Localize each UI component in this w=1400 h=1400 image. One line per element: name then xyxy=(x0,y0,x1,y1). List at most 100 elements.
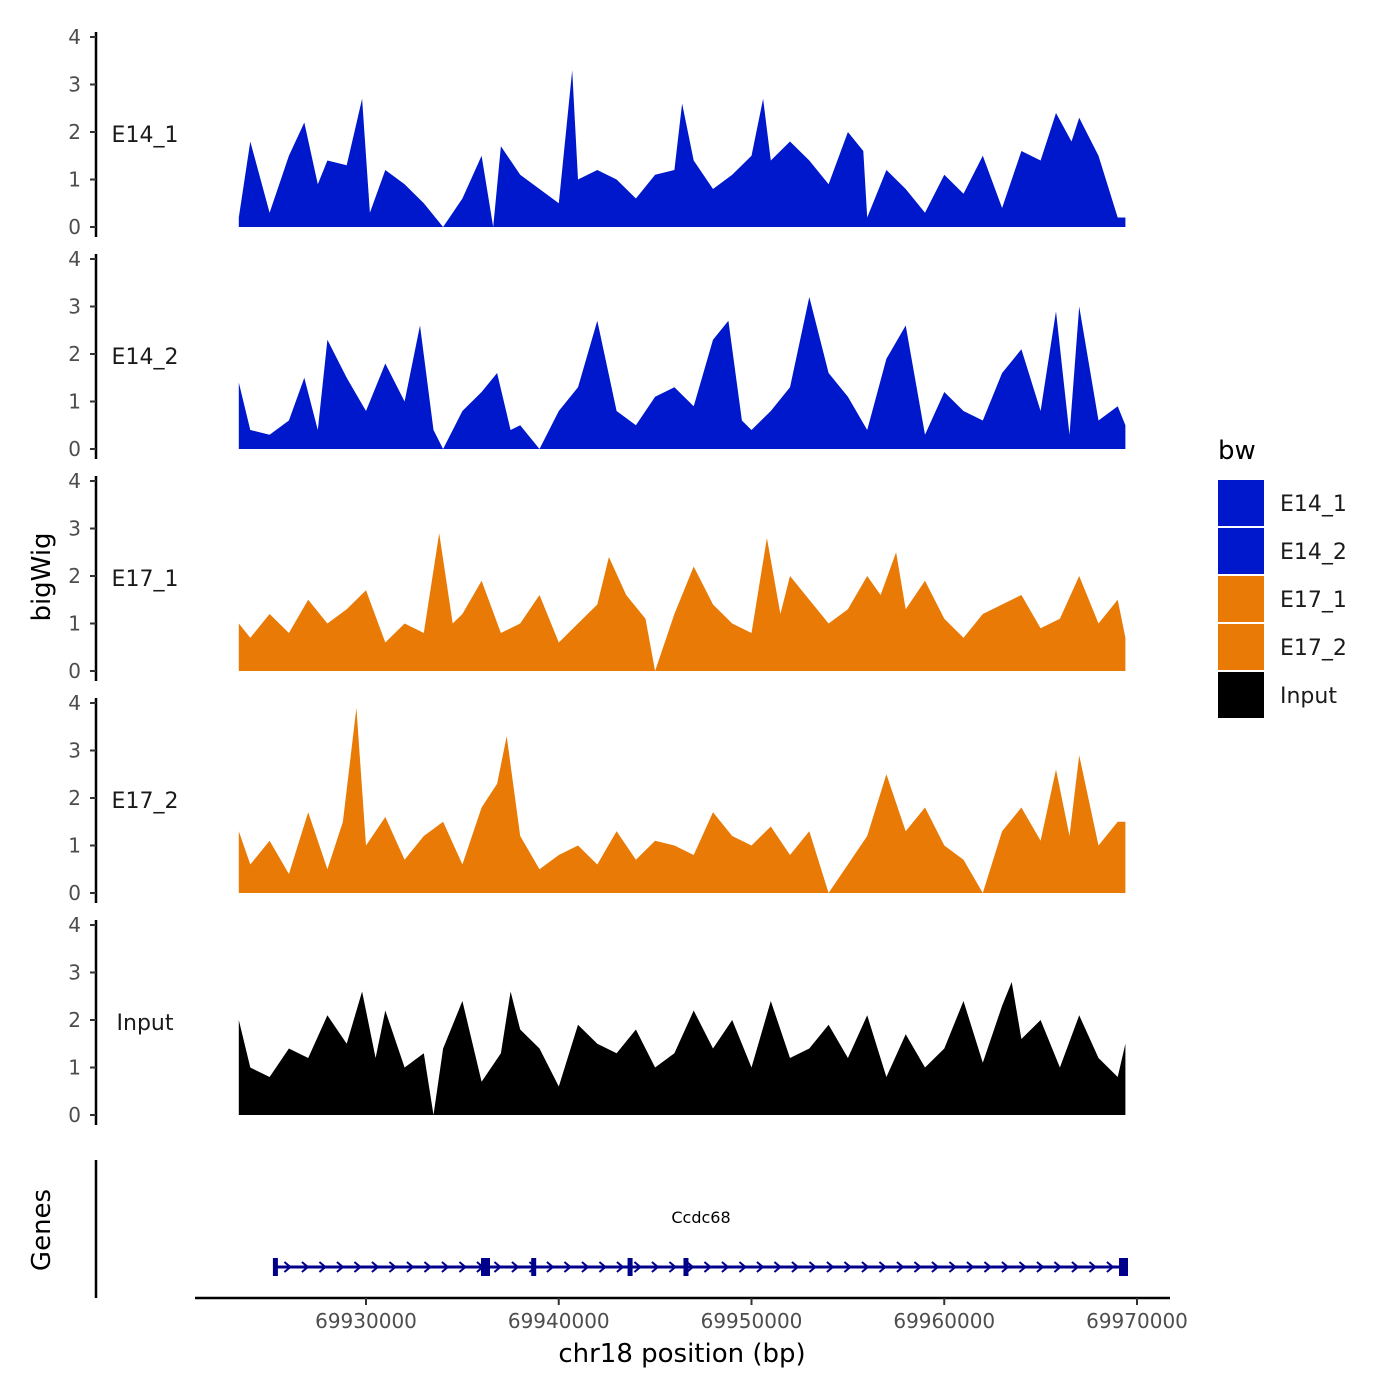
panel-label-E17_1: E17_1 xyxy=(112,567,179,592)
strand-arrow xyxy=(423,1261,432,1273)
strand-arrow xyxy=(826,1261,835,1273)
strand-arrow xyxy=(1018,1261,1027,1273)
strand-arrow xyxy=(913,1261,922,1273)
strand-arrow xyxy=(598,1261,607,1273)
legend-key-E17_1 xyxy=(1218,576,1264,622)
y-tick-label: 4 xyxy=(68,469,81,493)
legend-label-E17_1: E17_1 xyxy=(1280,588,1347,613)
y-tick-label: 1 xyxy=(68,1056,81,1080)
x-tick-label: 69970000 xyxy=(1086,1309,1188,1333)
strand-arrow xyxy=(668,1261,677,1273)
y-tick-label: 2 xyxy=(68,1008,81,1032)
area-Input xyxy=(238,982,1126,1115)
y-tick-label: 1 xyxy=(68,834,81,858)
strand-arrow xyxy=(773,1261,782,1273)
signal-panels: 0 1 2 3 4 E14_1 0 1 2 3 4 E14_2 0 1 2 3 4 E17_1 0 1 2 3 4 E17_2… xyxy=(68,25,1126,1127)
strand-arrow xyxy=(336,1261,345,1273)
legend-items: E14_1 E14_2 E17_1 E17_2 Input xyxy=(1218,480,1347,718)
strand-arrow xyxy=(1088,1261,1097,1273)
panel-E14_1: 0 1 2 3 4 E14_1 xyxy=(68,25,1126,239)
strand-arrow xyxy=(546,1261,555,1273)
y-tick-label: 0 xyxy=(68,881,81,905)
x-tick-label: 69940000 xyxy=(508,1309,610,1333)
area-E14_1 xyxy=(238,70,1126,227)
strand-arrow xyxy=(458,1261,467,1273)
strand-arrow xyxy=(686,1261,695,1273)
area-E14_2 xyxy=(238,297,1126,449)
strand-arrow xyxy=(721,1261,730,1273)
gene-exon xyxy=(683,1258,689,1276)
y-tick-label: 3 xyxy=(68,295,81,319)
strand-arrow xyxy=(966,1261,975,1273)
strand-arrow xyxy=(808,1261,817,1273)
strand-arrow xyxy=(581,1261,590,1273)
gene-exon xyxy=(627,1258,633,1276)
strand-arrow xyxy=(301,1261,310,1273)
legend-key-E17_2 xyxy=(1218,624,1264,670)
x-tick-label: 69960000 xyxy=(893,1309,995,1333)
y-tick-label: 4 xyxy=(68,247,81,271)
legend-key-E14_1 xyxy=(1218,480,1264,526)
y-tick-label: 0 xyxy=(68,1103,81,1127)
gene-exon xyxy=(272,1258,278,1276)
strand-arrow xyxy=(1036,1261,1045,1273)
strand-arrow xyxy=(616,1261,625,1273)
strand-arrow xyxy=(493,1261,502,1273)
strand-arrow xyxy=(931,1261,940,1273)
legend-title: bw xyxy=(1218,436,1256,466)
strand-arrow xyxy=(896,1261,905,1273)
y-tick-label: 3 xyxy=(68,517,81,541)
x-tick-label: 69930000 xyxy=(315,1309,417,1333)
strand-arrow xyxy=(1071,1261,1080,1273)
gene-model xyxy=(272,1258,1129,1276)
panel-E17_1: 0 1 2 3 4 E17_1 xyxy=(68,469,1126,683)
y-tick-label: 3 xyxy=(68,961,81,985)
strand-arrow xyxy=(511,1261,520,1273)
y-tick-label: 3 xyxy=(68,739,81,763)
strand-arrow xyxy=(738,1261,747,1273)
strand-arrow xyxy=(406,1261,415,1273)
gene-exon xyxy=(481,1258,491,1276)
legend-label-E14_2: E14_2 xyxy=(1280,540,1347,565)
y-tick-label: 2 xyxy=(68,120,81,144)
gene-name-label: Ccdc68 xyxy=(671,1208,730,1227)
x-tick-label: 69950000 xyxy=(701,1309,803,1333)
y-tick-label: 4 xyxy=(68,913,81,937)
strand-arrow xyxy=(651,1261,660,1273)
x-axis-title: chr18 position (bp) xyxy=(558,1339,805,1369)
strand-arrow xyxy=(948,1261,957,1273)
strand-arrow xyxy=(861,1261,870,1273)
strand-arrow xyxy=(791,1261,800,1273)
y-tick-label: 2 xyxy=(68,564,81,588)
strand-arrow xyxy=(756,1261,765,1273)
panel-E17_2: 0 1 2 3 4 E17_2 xyxy=(68,691,1126,905)
panel-Input: 0 1 2 3 4 Input xyxy=(68,913,1126,1127)
y-tick-label: 1 xyxy=(68,390,81,414)
y-tick-label: 2 xyxy=(68,342,81,366)
gene-track: Genes Ccdc68 xyxy=(27,1160,1129,1298)
gene-exon xyxy=(531,1258,537,1276)
panel-label-E17_2: E17_2 xyxy=(112,789,179,814)
y-tick-label: 2 xyxy=(68,786,81,810)
strand-arrow xyxy=(441,1261,450,1273)
legend-label-E14_1: E14_1 xyxy=(1280,492,1347,517)
y-tick-label: 0 xyxy=(68,659,81,683)
strand-arrow xyxy=(1106,1261,1115,1273)
y-tick-label: 1 xyxy=(68,168,81,192)
area-E17_1 xyxy=(238,533,1126,671)
gene-exon xyxy=(1119,1258,1129,1276)
legend-key-Input xyxy=(1218,672,1264,718)
y-tick-label: 0 xyxy=(68,215,81,239)
strand-arrow xyxy=(353,1261,362,1273)
strand-arrow xyxy=(318,1261,327,1273)
strand-arrow xyxy=(843,1261,852,1273)
strand-arrow xyxy=(1053,1261,1062,1273)
y-tick-label: 1 xyxy=(68,612,81,636)
legend: bw E14_1 E14_2 E17_1 E17_2 Input xyxy=(1218,436,1347,718)
y-axis-title: bigWig xyxy=(27,532,57,621)
strand-arrow xyxy=(703,1261,712,1273)
strand-arrow xyxy=(563,1261,572,1273)
strand-arrow xyxy=(878,1261,887,1273)
strand-arrow xyxy=(983,1261,992,1273)
